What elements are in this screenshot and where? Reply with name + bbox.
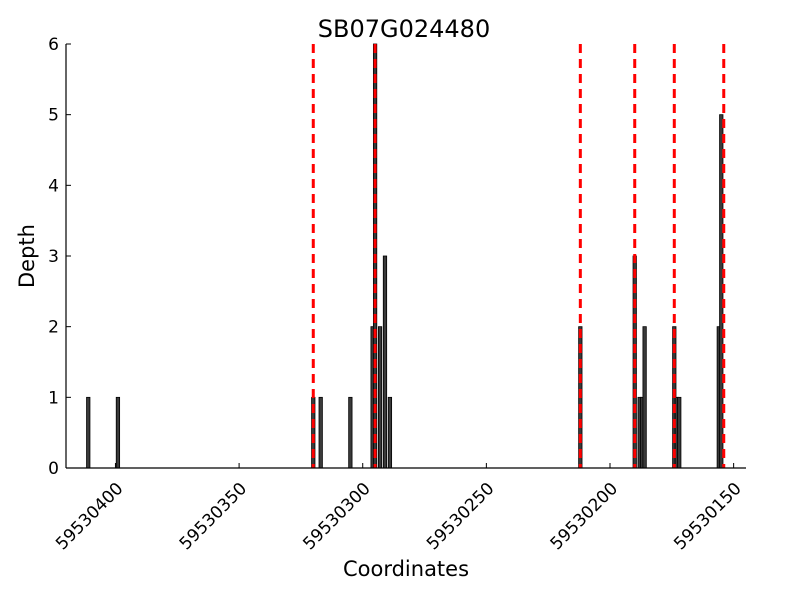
x-tick-label: 59530150	[670, 479, 745, 554]
y-tick-label: 6	[48, 35, 59, 55]
y-tick-label: 2	[48, 318, 59, 338]
y-tick-label: 5	[48, 106, 59, 126]
depth-bar	[86, 396, 91, 469]
depth-bar	[642, 326, 647, 469]
cut-site-lines-layer	[311, 44, 726, 468]
depth-bar	[348, 396, 353, 469]
x-axis-label: Coordinates	[343, 557, 469, 581]
depth-bar	[115, 396, 121, 469]
x-tick-label: 59530350	[176, 479, 251, 554]
bars-layer	[86, 43, 724, 469]
x-tick-label: 59530200	[547, 479, 622, 554]
x-tick-label: 59530300	[299, 479, 374, 554]
depth-bar	[318, 396, 323, 469]
y-ticks: 0 1 2 3 4 5 6	[48, 35, 71, 479]
y-axis-label: Depth	[15, 224, 39, 288]
y-tick-label: 4	[48, 176, 59, 196]
depth-bar	[387, 396, 393, 469]
x-tick-label: 59530250	[423, 479, 498, 554]
chart-title: SB07G024480	[318, 15, 490, 43]
y-tick-label: 3	[48, 247, 59, 267]
depth-bar	[377, 326, 383, 469]
depth-bar	[382, 255, 388, 469]
x-ticks: 59530400 59530350 59530300 59530250 59530200…	[52, 463, 746, 554]
y-tick-label: 1	[48, 388, 59, 408]
depth-bar	[677, 396, 682, 469]
x-tick-label: 59530400	[52, 479, 127, 554]
y-tick-label: 0	[48, 459, 59, 479]
